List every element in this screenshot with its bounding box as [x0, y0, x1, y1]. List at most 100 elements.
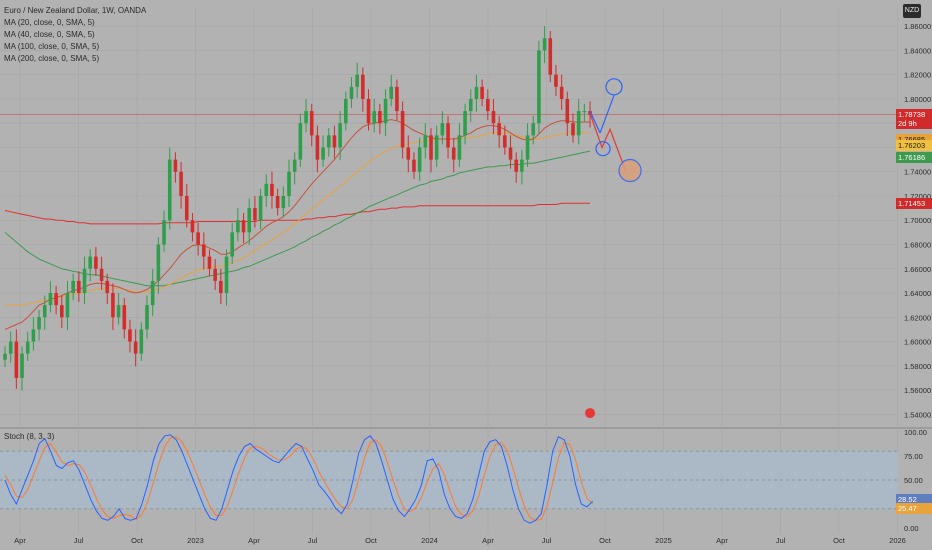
ma200-legend[interactable]: MA (200, close, 0, SMA, 5) — [4, 54, 100, 63]
candle-body[interactable] — [162, 220, 166, 245]
candle-body[interactable] — [361, 74, 365, 99]
candle-body[interactable] — [355, 74, 359, 87]
candle-body[interactable] — [326, 135, 331, 148]
candle-body[interactable] — [542, 38, 547, 51]
candle-body[interactable] — [48, 293, 53, 306]
candle-body[interactable] — [531, 123, 536, 136]
candle-body[interactable] — [559, 86, 564, 99]
candle-body[interactable] — [338, 123, 342, 148]
candle-body[interactable] — [372, 111, 376, 124]
candle-body[interactable] — [576, 111, 581, 136]
target-circle-up[interactable] — [605, 78, 623, 96]
candle-body[interactable] — [156, 244, 161, 281]
candle-body[interactable] — [514, 159, 518, 172]
candle-body[interactable] — [253, 208, 257, 221]
candle-body[interactable] — [54, 293, 58, 306]
candle-body[interactable] — [287, 171, 291, 196]
candle-body[interactable] — [468, 98, 473, 112]
candle-body[interactable] — [321, 147, 325, 160]
candle-body[interactable] — [378, 111, 382, 124]
candle-body[interactable] — [173, 159, 178, 172]
candle-body[interactable] — [491, 111, 496, 124]
ma40-line[interactable] — [5, 132, 590, 306]
candle-body[interactable] — [429, 135, 433, 160]
candle-body[interactable] — [42, 305, 47, 318]
candle-body[interactable] — [366, 98, 371, 124]
candle-body[interactable] — [548, 38, 553, 75]
candle-body[interactable] — [179, 171, 183, 196]
candle-body[interactable] — [116, 305, 121, 318]
candle-body[interactable] — [406, 147, 411, 160]
candle-body[interactable] — [122, 305, 127, 330]
projection-up-stem[interactable] — [589, 110, 601, 134]
candle-body[interactable] — [463, 111, 467, 136]
candle-body[interactable] — [457, 135, 462, 160]
candle-body[interactable] — [224, 256, 229, 294]
candle-body[interactable] — [105, 280, 110, 294]
candle-body[interactable] — [275, 195, 280, 209]
candle-body[interactable] — [389, 86, 394, 99]
candle-body[interactable] — [14, 341, 19, 378]
candle-body[interactable] — [508, 147, 513, 160]
candle-body[interactable] — [241, 220, 246, 233]
candle-body[interactable] — [3, 353, 7, 360]
candle-body[interactable] — [60, 305, 64, 318]
candle-body[interactable] — [31, 329, 36, 342]
candle-body[interactable] — [190, 220, 195, 233]
candle-body[interactable] — [571, 123, 575, 136]
candle-body[interactable] — [99, 268, 104, 281]
candle-body[interactable] — [37, 317, 41, 330]
candle-body[interactable] — [20, 353, 24, 378]
candle-body[interactable] — [128, 329, 132, 342]
candle-body[interactable] — [554, 74, 558, 87]
candle-body[interactable] — [167, 159, 172, 221]
candle-body[interactable] — [537, 50, 541, 124]
ma20-legend[interactable]: MA (20, close, 0, SMA, 5) — [4, 18, 95, 27]
candle-body[interactable] — [344, 98, 348, 124]
candle-body[interactable] — [184, 195, 189, 221]
candle-body[interactable] — [304, 111, 308, 124]
candle-body[interactable] — [525, 135, 530, 160]
candle-body[interactable] — [349, 86, 354, 99]
currency-button[interactable]: NZD — [903, 4, 921, 18]
projection-up-arrow[interactable] — [599, 95, 615, 134]
candle-body[interactable] — [281, 195, 286, 209]
candle-body[interactable] — [565, 98, 570, 124]
candle-body[interactable] — [417, 147, 422, 172]
candle-body[interactable] — [503, 135, 507, 148]
event-flag-icon[interactable] — [585, 408, 596, 419]
ma200-line[interactable] — [4, 202, 590, 225]
ma40-legend[interactable]: MA (40, close, 0, SMA, 5) — [4, 30, 95, 39]
candle-body[interactable] — [440, 123, 445, 136]
candle-body[interactable] — [446, 123, 450, 148]
candle-body[interactable] — [395, 86, 399, 112]
candle-body[interactable] — [423, 135, 428, 148]
candle-body[interactable] — [474, 86, 479, 99]
candle-body[interactable] — [486, 98, 490, 112]
candle-body[interactable] — [111, 293, 115, 318]
candle-body[interactable] — [264, 183, 269, 196]
candle-body[interactable] — [412, 159, 416, 172]
candle-body[interactable] — [71, 280, 75, 294]
ma100-line[interactable] — [4, 150, 591, 287]
candle-body[interactable] — [315, 135, 320, 160]
candle-body[interactable] — [150, 280, 155, 306]
candle-body[interactable] — [309, 111, 314, 136]
target-circle-mid[interactable] — [595, 141, 611, 157]
candle-body[interactable] — [400, 111, 405, 148]
candle-body[interactable] — [520, 159, 524, 172]
projection-down-arrow[interactable] — [589, 113, 627, 172]
candle-body[interactable] — [145, 305, 149, 330]
candle-body[interactable] — [434, 135, 439, 160]
candle-body[interactable] — [25, 341, 30, 354]
stoch-k-line[interactable] — [4, 434, 594, 524]
candle-body[interactable] — [202, 244, 206, 257]
candle-body[interactable] — [213, 268, 217, 281]
candle-body[interactable] — [133, 341, 138, 354]
candle-body[interactable] — [88, 256, 92, 269]
candle-body[interactable] — [236, 220, 240, 233]
candle-body[interactable] — [219, 280, 223, 294]
candle-body[interactable] — [247, 208, 252, 233]
candle-body[interactable] — [582, 111, 587, 113]
candle-body[interactable] — [207, 256, 212, 269]
